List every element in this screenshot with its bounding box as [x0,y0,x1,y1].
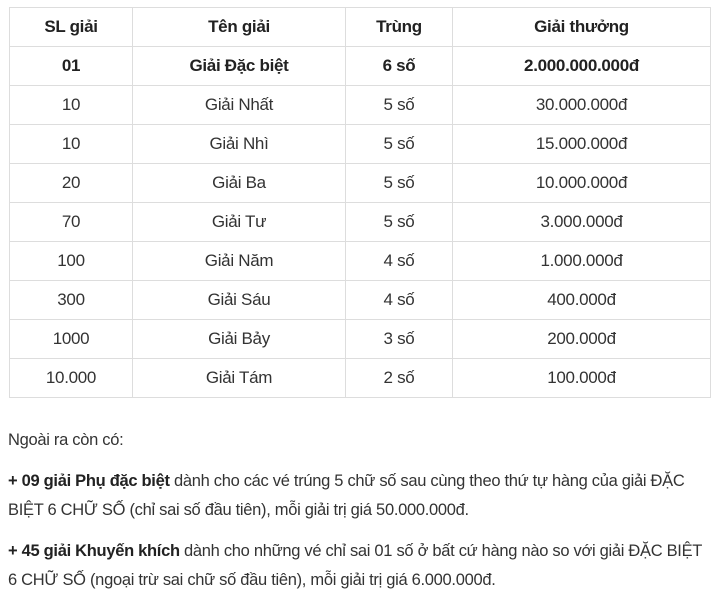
table-row: 10 Giải Nhì 5 số 15.000.000đ [9,124,711,164]
cell-match: 5 số [345,85,453,125]
cell-match: 5 số [345,124,453,164]
prize-table: SL giải Tên giải Trùng Giải thưởng 01 Giả… [9,7,711,398]
cell-prize-value: 2.000.000.000đ [452,46,711,86]
cell-quantity: 70 [9,202,133,242]
table-row: 10 Giải Nhất 5 số 30.000.000đ [9,85,711,125]
header-match: Trùng [345,7,453,47]
cell-prize-value: 100.000đ [452,358,711,398]
cell-quantity: 300 [9,280,133,320]
cell-quantity: 20 [9,163,133,203]
cell-prize-name: Giải Ba [132,163,346,203]
cell-match: 2 số [345,358,453,398]
cell-prize-name: Giải Năm [132,241,346,281]
note-item-bold: + 09 giải Phụ đặc biệt [8,471,170,490]
cell-match: 3 số [345,319,453,359]
note-item-text: dành cho những vé chỉ sai 01 số ở bất cứ… [8,541,702,590]
notes-section: Ngoài ra còn có: + 09 giải Phụ đặc biệt … [8,426,714,607]
notes-intro: Ngoài ra còn có: [8,431,124,449]
cell-prize-name: Giải Tư [132,202,346,242]
cell-prize-value: 30.000.000đ [452,85,711,125]
cell-quantity: 10 [9,124,133,164]
cell-quantity: 10.000 [9,358,133,398]
cell-match: 5 số [345,163,453,203]
cell-match: 6 số [345,46,453,86]
cell-prize-name: Giải Nhất [132,85,346,125]
table-row: 1000 Giải Bảy 3 số 200.000đ [9,319,711,359]
cell-quantity: 100 [9,241,133,281]
table-row: 70 Giải Tư 5 số 3.000.000đ [9,202,711,242]
cell-match: 5 số [345,202,453,242]
cell-prize-value: 400.000đ [452,280,711,320]
table-header-row: SL giải Tên giải Trùng Giải thưởng [9,7,711,47]
cell-prize-name: Giải Tám [132,358,346,398]
note-item-bold: + 45 giải Khuyến khích [8,541,180,560]
cell-prize-name: Giải Bảy [132,319,346,359]
table-row: 01 Giải Đặc biệt 6 số 2.000.000.000đ [9,46,711,86]
cell-prize-name: Giải Nhì [132,124,346,164]
note-item: + 45 giải Khuyến khích dành cho những vé… [8,537,714,596]
cell-quantity: 01 [9,46,133,86]
cell-prize-value: 1.000.000đ [452,241,711,281]
header-prize-value: Giải thưởng [452,7,711,47]
note-item: + 09 giải Phụ đặc biệt dành cho các vé t… [8,467,714,526]
table-row: 300 Giải Sáu 4 số 400.000đ [9,280,711,320]
cell-prize-value: 15.000.000đ [452,124,711,164]
cell-prize-value: 3.000.000đ [452,202,711,242]
cell-match: 4 số [345,280,453,320]
cell-quantity: 10 [9,85,133,125]
header-quantity: SL giải [9,7,133,47]
cell-prize-name: Giải Đặc biệt [132,46,346,86]
cell-quantity: 1000 [9,319,133,359]
table-row: 100 Giải Năm 4 số 1.000.000đ [9,241,711,281]
note-item-text: dành cho các vé trúng 5 chữ số sau cùng … [8,471,685,520]
cell-prize-value: 10.000.000đ [452,163,711,203]
cell-match: 4 số [345,241,453,281]
header-prize-name: Tên giải [132,7,346,47]
table-row: 10.000 Giải Tám 2 số 100.000đ [9,358,711,398]
cell-prize-name: Giải Sáu [132,280,346,320]
table-row: 20 Giải Ba 5 số 10.000.000đ [9,163,711,203]
cell-prize-value: 200.000đ [452,319,711,359]
